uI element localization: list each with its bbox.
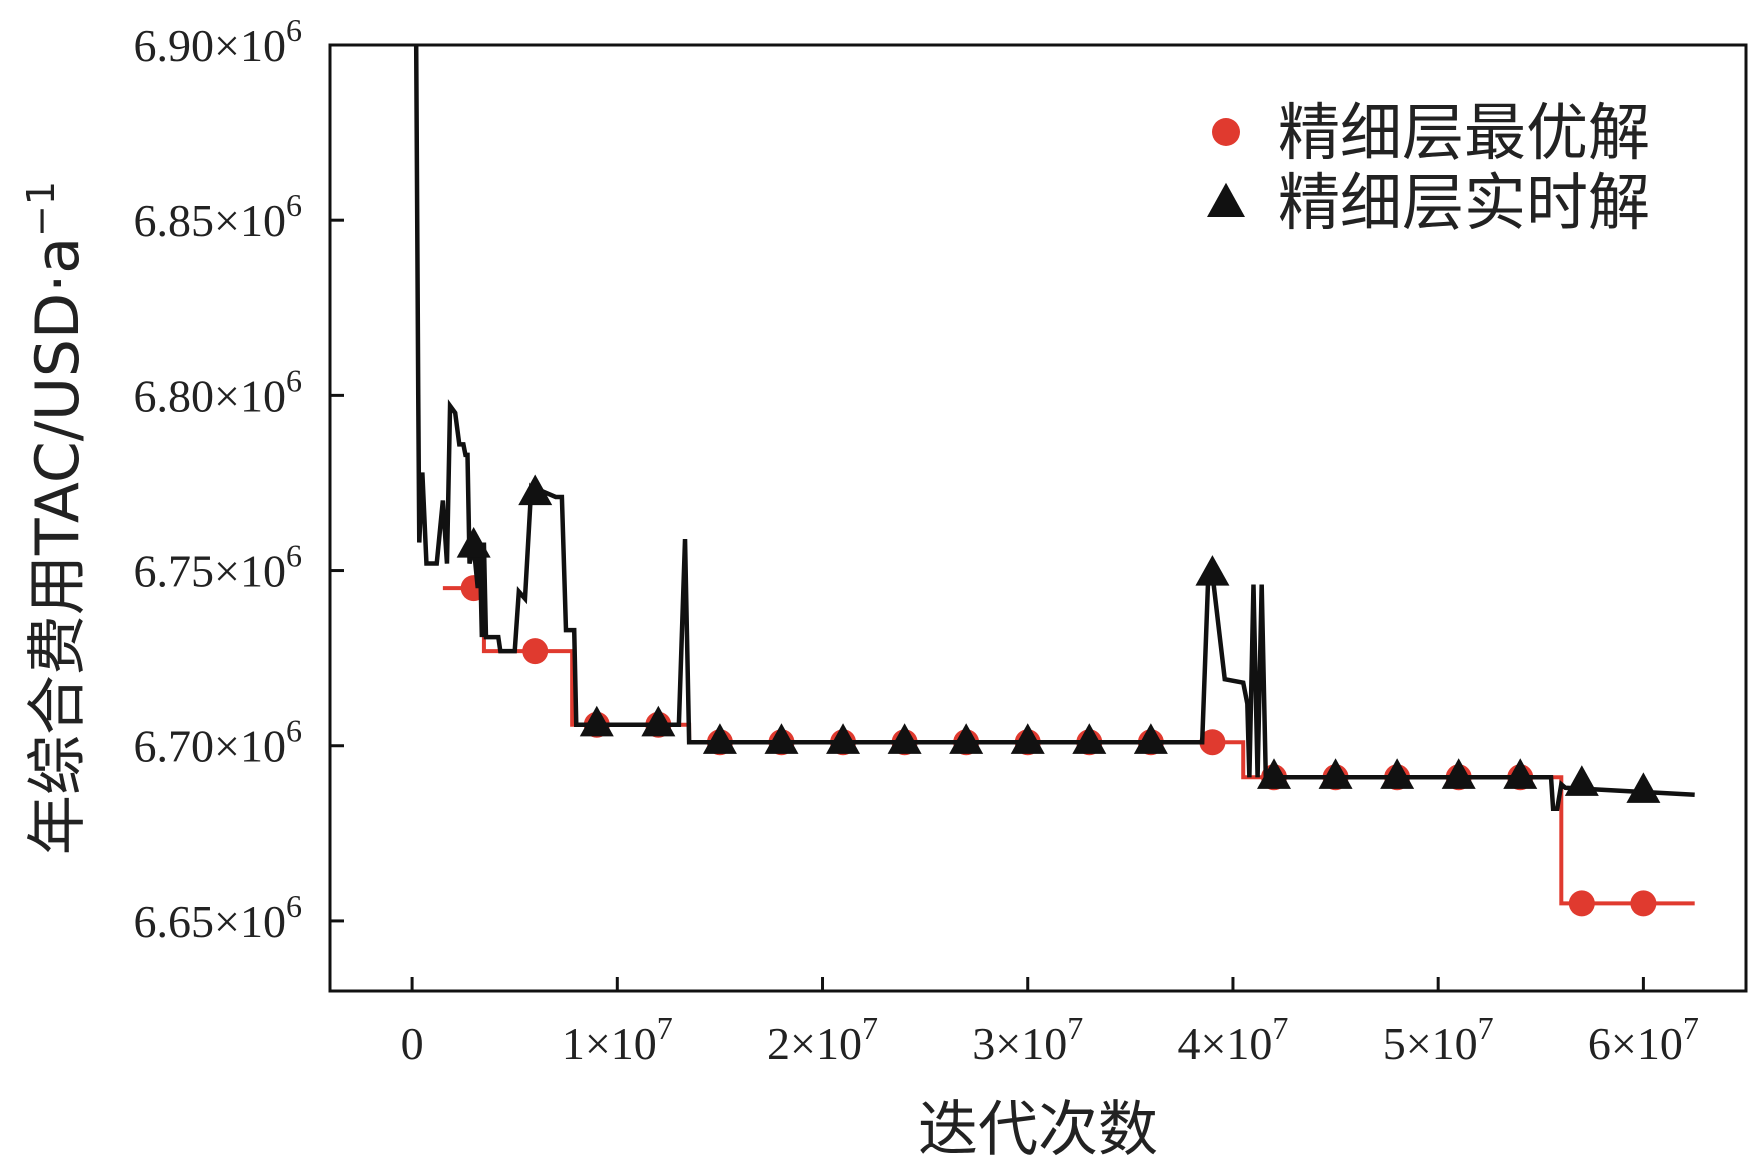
x-tick-label-base: 4×10 [1177,1018,1272,1069]
y-tick-label-exp: 6 [286,888,302,924]
x-tick-label-exp: 7 [1067,1010,1083,1046]
y-tick-label: 6.85×106 [134,187,302,246]
y-tick-label-base: 6.70×10 [134,721,286,772]
y-tick-label: 6.90×106 [134,12,302,71]
x-tick-label-exp: 7 [1683,1010,1699,1046]
x-tick-label-exp: 7 [1272,1010,1288,1046]
series-best-point [522,638,549,665]
y-tick-label: 6.75×106 [134,538,302,597]
y-tick-label-exp: 6 [286,12,302,48]
x-tick-label: 4×107 [1177,1010,1288,1069]
x-tick-label-base: 2×10 [767,1018,862,1069]
y-tick-label-base: 6.90×10 [134,20,286,71]
series-realtime-point [1503,758,1538,789]
series-realtime-point [1133,723,1168,754]
y-tick-label-base: 6.65×10 [134,896,286,947]
svg-text:年综合费用TAC/USD·a−1: 年综合费用TAC/USD·a−1 [19,181,93,855]
series-realtime-point [641,705,676,737]
series-realtime-point [764,723,799,754]
y-axis-label-sup: −1 [19,181,63,237]
x-tick-label: 2×107 [767,1010,878,1069]
series-best-line [442,586,1695,906]
series-realtime-point [456,527,491,558]
series-realtime-point [826,723,861,754]
y-tick-label-base: 6.85×10 [134,195,286,246]
legend-label: 精细层最优解 [1278,96,1650,169]
series-best-point [1568,890,1595,917]
series-realtime-point [1441,758,1476,789]
legend-marker-realtime [1207,182,1245,217]
x-tick-label: 6×107 [1588,1010,1699,1069]
x-axis-ticks: 0 1×107 2×107 3×107 4×107 5×107 6×107 [401,977,1699,1069]
y-tick-label: 6.80×106 [134,362,302,421]
y-tick-label-exp: 6 [286,187,302,223]
x-tick-label-base: 6×10 [1588,1018,1683,1069]
legend-label: 精细层实时解 [1278,166,1650,239]
series-realtime-point [518,474,553,506]
series-realtime-point [949,723,984,754]
series-realtime-point [1195,555,1230,586]
legend-marker-best [1212,118,1240,146]
y-tick-label-exp: 6 [286,362,302,398]
series-realtime-point [1010,723,1045,754]
x-tick-label-base: 0 [401,1018,424,1069]
x-tick-label-base: 5×10 [1383,1018,1478,1069]
x-tick-label: 5×107 [1383,1010,1494,1069]
x-tick-label-exp: 7 [862,1010,878,1046]
x-tick-label-base: 3×10 [972,1018,1067,1069]
y-tick-label: 6.70×106 [134,713,302,772]
y-tick-label-base: 6.75×10 [134,546,286,597]
x-axis-label: 迭代次数 [918,1095,1158,1162]
series-realtime-point [887,723,922,754]
series-layer [413,44,1695,917]
series-realtime-point [1564,765,1599,796]
y-tick-label-exp: 6 [286,538,302,574]
x-tick-label-exp: 7 [657,1010,673,1046]
x-tick-label: 1×107 [562,1010,673,1069]
series-best-point [1199,729,1226,756]
x-tick-label-base: 1×10 [562,1018,657,1069]
x-tick-label-exp: 7 [1478,1010,1494,1046]
series-realtime-point [579,705,614,737]
series-realtime-point [1626,772,1661,803]
y-tick-label-base: 6.80×10 [134,370,286,421]
x-tick-label: 3×107 [972,1010,1083,1069]
series-realtime-point [1380,758,1415,789]
y-axis-label: 年综合费用TAC/USD·a−1 [19,181,93,855]
series-realtime-point [1318,758,1353,789]
series-best-point [1630,890,1657,917]
plot-frame [328,43,1748,993]
y-axis-ticks: 6.65×1066.70×1066.75×1066.80×1066.85×106… [134,12,344,947]
y-tick-label: 6.65×106 [134,888,302,947]
series-realtime-point [1257,758,1291,789]
y-axis-label-main: 年综合费用TAC/USD·a [23,237,93,855]
y-tick-label-exp: 6 [286,713,302,749]
series-realtime-point [702,723,737,754]
series-realtime-point [1072,723,1107,754]
x-tick-label: 0 [401,1018,424,1069]
